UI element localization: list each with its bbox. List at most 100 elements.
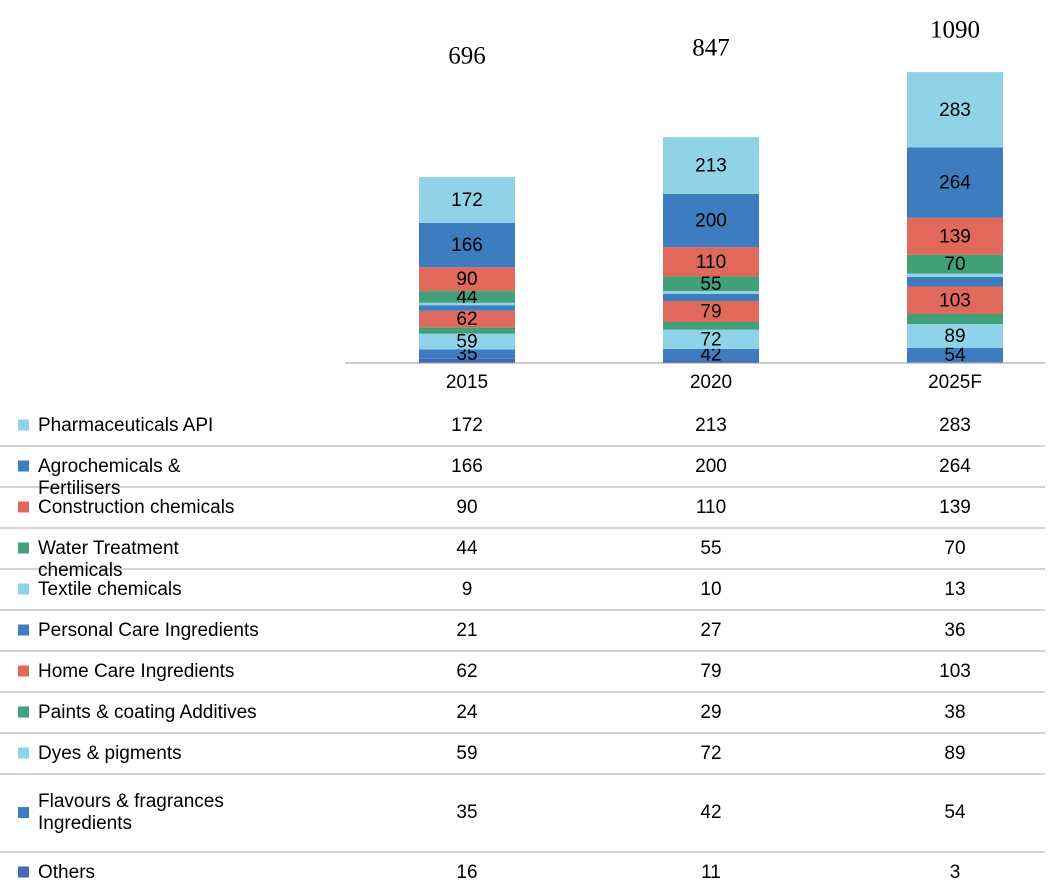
data-label: 166	[451, 235, 483, 256]
bar-segment	[419, 349, 515, 359]
bar-segment	[907, 324, 1003, 348]
table-value: 62	[456, 660, 478, 682]
table-value: 139	[939, 496, 971, 518]
bar-segment	[419, 302, 515, 306]
table-value: 13	[944, 578, 966, 600]
legend-swatch	[18, 501, 29, 513]
legend-swatch	[18, 807, 29, 818]
bar-segment	[419, 310, 515, 328]
row-label: Dyes & pigments	[38, 742, 182, 764]
data-label: 54	[944, 345, 966, 366]
row-label: Textile chemicals	[38, 578, 182, 600]
total-label: 1090	[930, 17, 980, 44]
data-label: 70	[944, 254, 965, 275]
bar-segment	[907, 313, 1003, 325]
table-value: 44	[456, 537, 478, 559]
bar-segment	[907, 254, 1003, 274]
data-label: 264	[939, 173, 971, 194]
table-value: 172	[451, 414, 483, 436]
bar-segment	[419, 333, 515, 350]
data-label: 283	[939, 100, 971, 121]
bar-segment	[663, 321, 759, 330]
bar-segment	[419, 267, 515, 292]
row-label: Water Treatment chemicals	[38, 537, 179, 581]
data-label: 72	[700, 329, 721, 350]
table-value: 166	[451, 455, 483, 477]
table-value: 24	[456, 701, 478, 723]
table-value: 16	[456, 861, 478, 883]
bar-segment	[907, 276, 1003, 287]
bar-segment	[663, 291, 759, 294]
table-value: 72	[700, 742, 722, 764]
row-label: Agrochemicals & Fertilisers	[38, 455, 181, 499]
legend-swatch	[18, 706, 29, 718]
data-label: 103	[939, 290, 971, 311]
legend-swatch	[18, 747, 29, 759]
total-label: 696	[448, 43, 486, 70]
table-value: 103	[939, 660, 971, 682]
bar-segment	[663, 300, 759, 322]
bar-segment	[663, 360, 759, 363]
table-value: 42	[700, 802, 722, 823]
table-value: 11	[701, 861, 721, 883]
data-label: 44	[456, 287, 478, 308]
row-label: Personal Care Ingredients	[38, 619, 259, 641]
table-value: 90	[456, 496, 478, 518]
bar-segment	[663, 276, 759, 292]
bar-segment	[907, 147, 1003, 218]
data-label: 89	[944, 326, 965, 347]
legend-swatch	[18, 624, 29, 636]
table-value: 110	[695, 496, 727, 518]
row-label: Home Care Ingredients	[38, 660, 235, 682]
bar-segment	[419, 358, 515, 363]
x-tick-label: 2015	[446, 372, 488, 393]
data-label: 172	[451, 190, 483, 211]
bar-segment	[419, 305, 515, 311]
data-label: 79	[700, 301, 721, 322]
row-label: Flavours & fragrances Ingredients	[38, 791, 224, 834]
table-value: 10	[700, 578, 722, 600]
table-value: 264	[939, 455, 971, 477]
row-label: Construction chemicals	[38, 496, 235, 518]
row-label: Paints & coating Additives	[38, 701, 257, 723]
x-tick-label: 2025F	[928, 372, 982, 393]
legend-swatch	[18, 542, 29, 554]
legend-swatch	[18, 665, 29, 677]
legend-swatch	[18, 460, 29, 472]
table-value: 59	[456, 742, 478, 764]
data-label: 59	[456, 332, 477, 353]
table-value: 27	[700, 619, 722, 641]
data-label: 62	[456, 309, 477, 330]
data-label: 213	[695, 156, 727, 177]
bar-segment	[907, 217, 1003, 255]
table-value: 38	[944, 701, 966, 723]
bar-segment	[663, 247, 759, 277]
legend-swatch	[18, 866, 29, 878]
table-value: 35	[456, 802, 478, 823]
table-value: 89	[944, 742, 966, 764]
bar-segment	[907, 72, 1003, 148]
bar-segment	[663, 137, 759, 194]
bar-segment	[419, 222, 515, 268]
legend-swatch	[18, 419, 29, 431]
bar-segment	[663, 293, 759, 301]
table-value: 213	[695, 414, 727, 436]
x-tick-label: 2020	[690, 372, 732, 393]
bar-segment	[907, 286, 1003, 314]
row-label: Others	[38, 861, 96, 883]
bar-segment	[663, 193, 759, 248]
table-value: 21	[456, 619, 478, 641]
table-value: 29	[700, 701, 722, 723]
table-value: 9	[461, 578, 473, 600]
total-label: 847	[692, 35, 730, 62]
table-value: 79	[700, 660, 722, 682]
table-value: 55	[700, 537, 722, 559]
data-label: 110	[696, 252, 726, 273]
data-label: 55	[700, 274, 721, 295]
data-label: 200	[695, 211, 727, 232]
bar-segment	[907, 347, 1003, 363]
bar-segment	[419, 291, 515, 303]
bar-segment	[907, 273, 1003, 277]
